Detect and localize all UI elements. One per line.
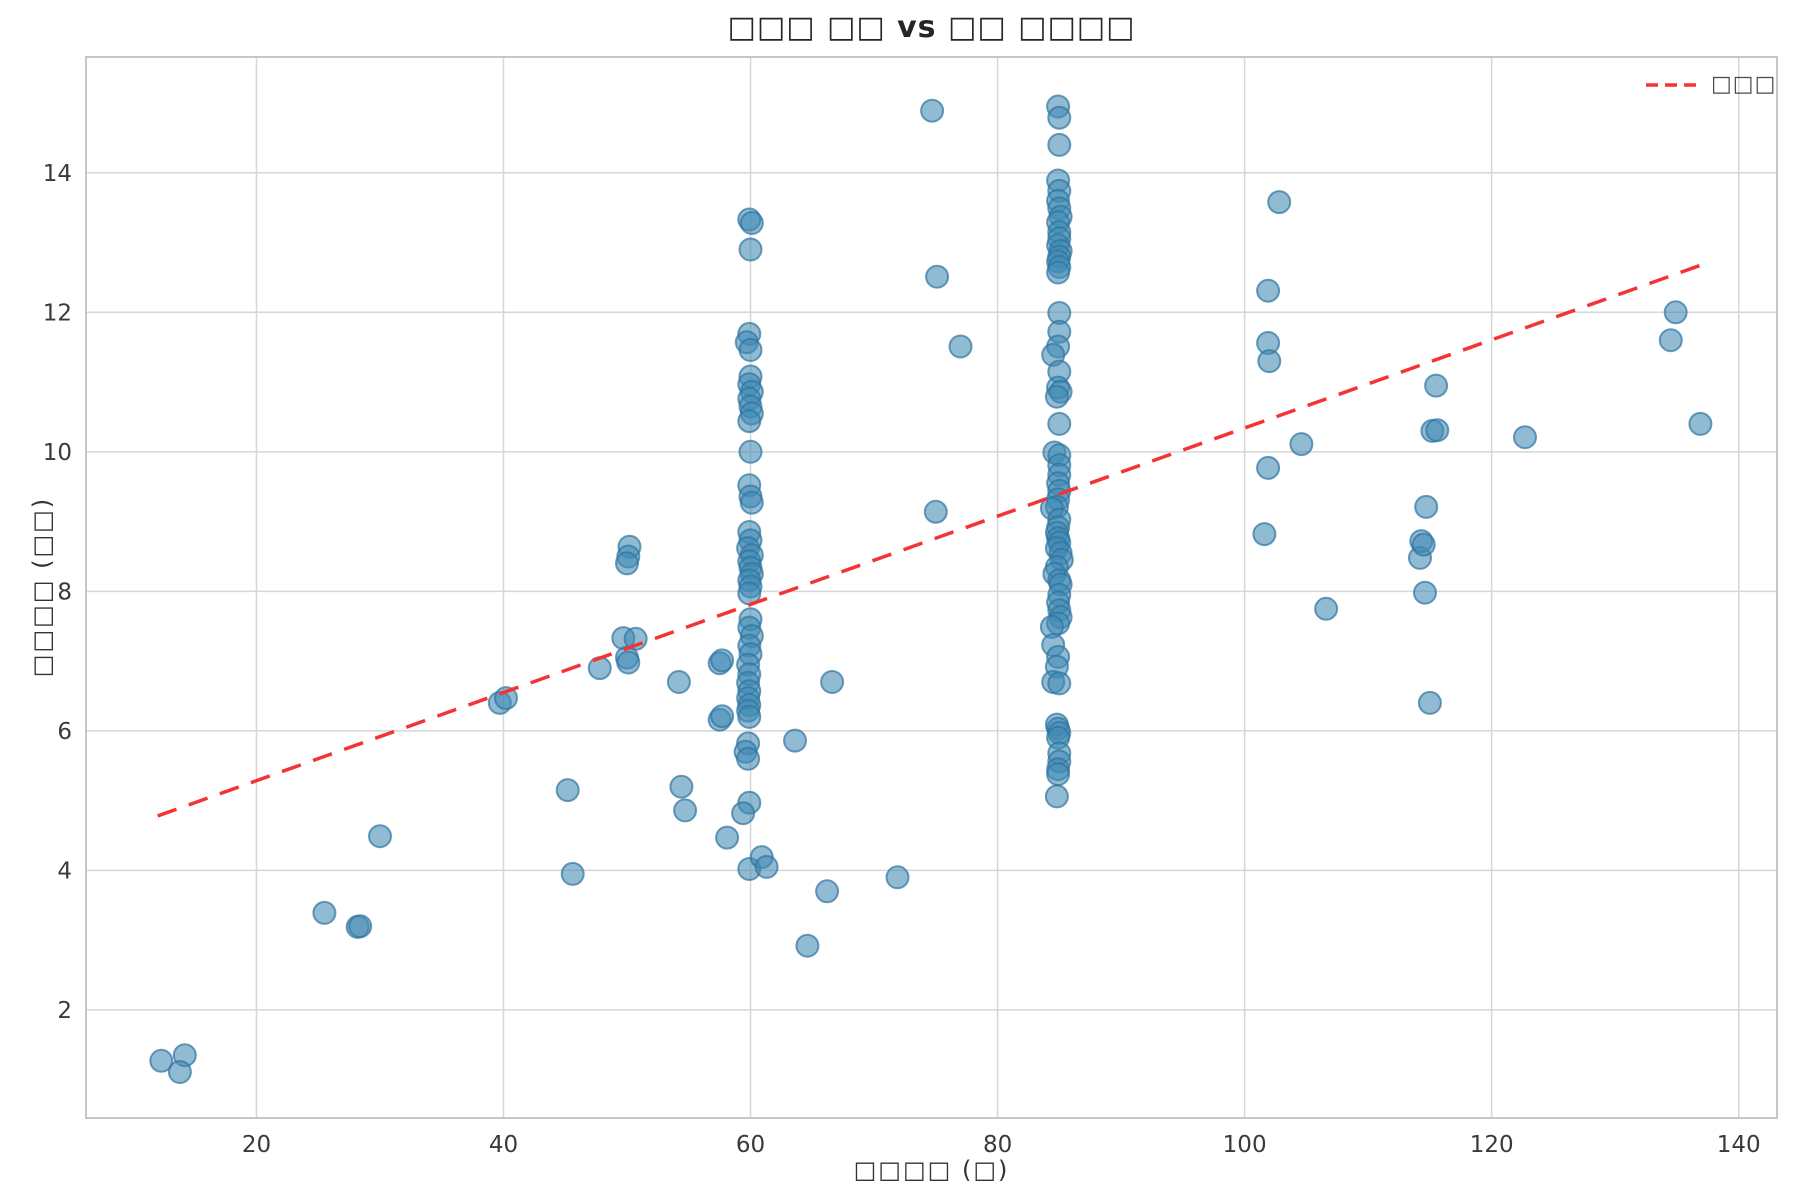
gridlines — [86, 57, 1777, 1118]
x-axis-label: □□□□ (□) — [853, 1156, 1010, 1184]
svg-text:140: 140 — [1717, 1132, 1761, 1158]
svg-text:8: 8 — [57, 579, 72, 605]
svg-text:14: 14 — [43, 161, 72, 187]
svg-text:100: 100 — [1223, 1132, 1267, 1158]
svg-text:4: 4 — [57, 858, 72, 884]
svg-text:10: 10 — [43, 440, 72, 466]
svg-text:120: 120 — [1470, 1132, 1514, 1158]
legend-label: □□□ — [1711, 72, 1777, 97]
svg-text:12: 12 — [43, 300, 72, 326]
trendline-legend-swatch — [1646, 82, 1696, 87]
trendline — [157, 263, 1703, 818]
legend: □□□ — [1645, 72, 1776, 97]
chart-title: □□□ □□ vs □□ □□□□ — [727, 10, 1136, 45]
svg-text:60: 60 — [736, 1132, 765, 1158]
x-tick-labels: 20 40 60 80 100 120 140 — [242, 1132, 1761, 1158]
svg-text:6: 6 — [57, 719, 72, 745]
svg-text:80: 80 — [983, 1132, 1012, 1158]
scatter-points — [149, 94, 1713, 1084]
svg-text:20: 20 — [242, 1132, 271, 1158]
svg-text:40: 40 — [489, 1132, 518, 1158]
plot-border — [85, 56, 1778, 1119]
y-tick-labels: 2 4 6 8 10 12 14 — [43, 161, 72, 1024]
svg-text:2: 2 — [57, 998, 72, 1024]
